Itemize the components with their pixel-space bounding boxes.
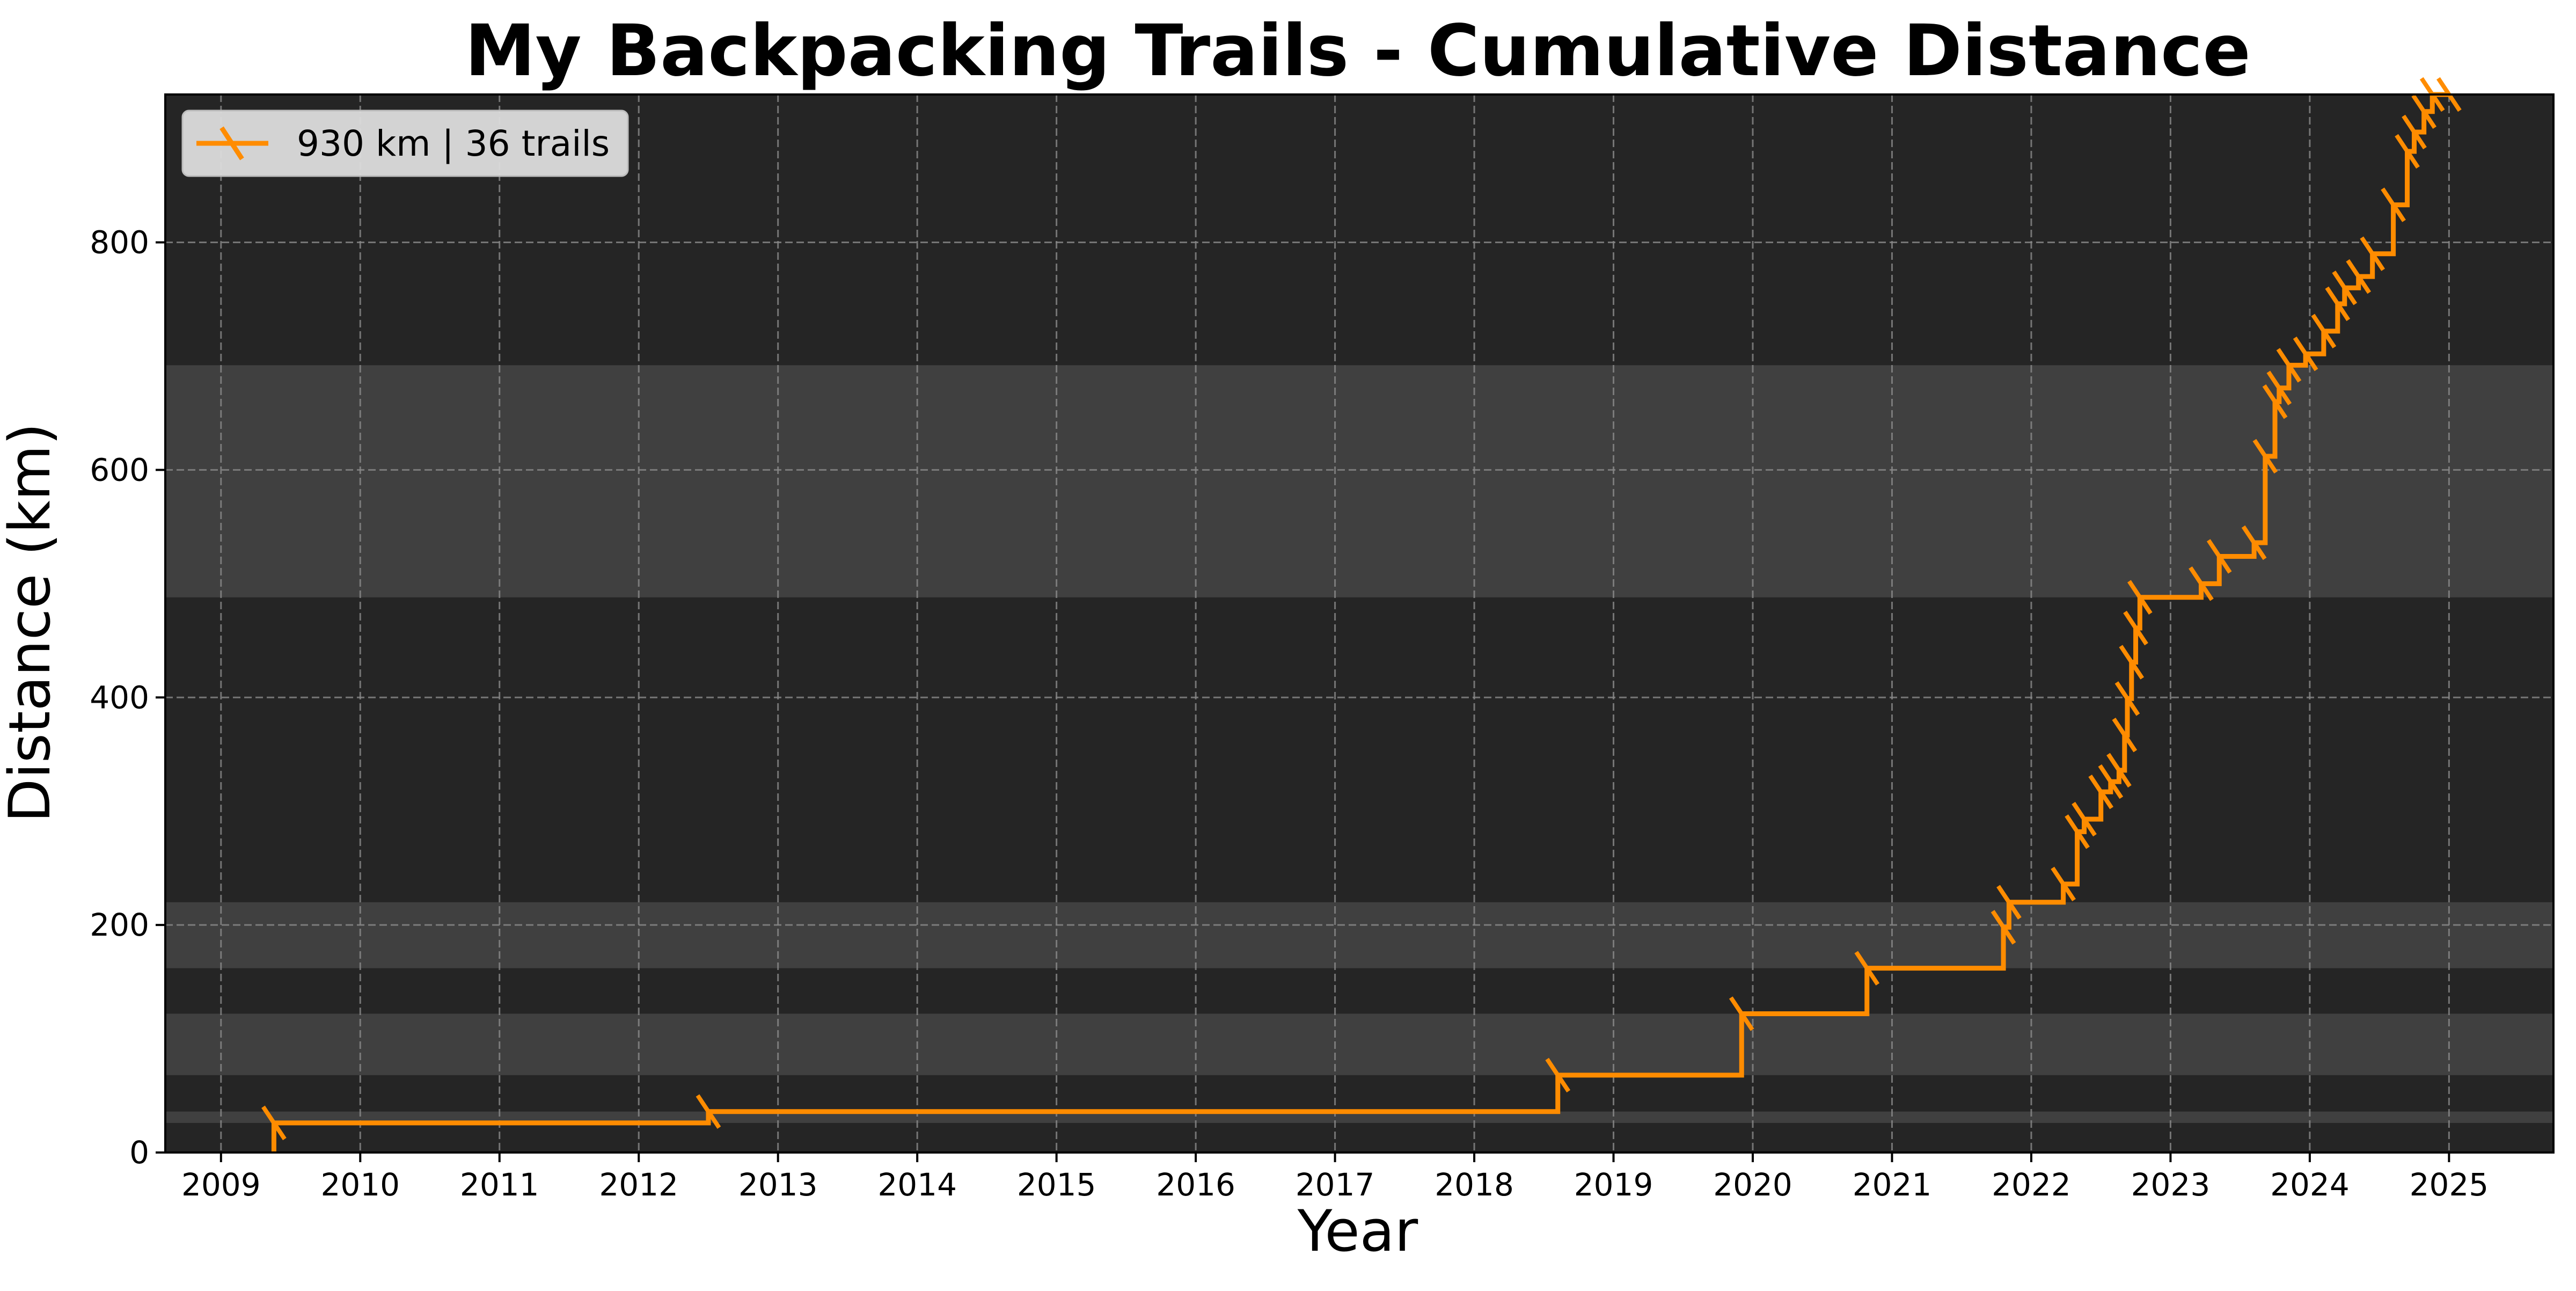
x-tick-label-2025: 2025 [2410, 1166, 2489, 1203]
x-tick-label-2017: 2017 [1296, 1166, 1375, 1203]
x-tick-label-2018: 2018 [1435, 1166, 1514, 1203]
y-tick-label-0: 0 [129, 1134, 149, 1171]
x-tick-label-2020: 2020 [1713, 1166, 1792, 1203]
data-point-34 [2411, 94, 2437, 129]
data-point-0 [261, 1105, 287, 1141]
data-point-30 [2360, 236, 2385, 271]
x-tick-label-2014: 2014 [877, 1166, 957, 1203]
data-point-18 [2189, 566, 2214, 601]
data-point-31 [2381, 187, 2406, 222]
x-tick-label-2009: 2009 [181, 1166, 261, 1203]
data-point-8 [2065, 814, 2090, 849]
plot-background [165, 94, 2553, 1153]
x-tick-label-2015: 2015 [1017, 1166, 1096, 1203]
y-tick-label-600: 600 [90, 451, 149, 488]
data-point-5 [1990, 910, 2016, 945]
x-tick-label-2010: 2010 [320, 1166, 400, 1203]
data-point-6 [1996, 885, 2022, 920]
data-point-17 [2127, 580, 2153, 615]
data-point-27 [2325, 286, 2351, 322]
x-tick-label-2019: 2019 [1574, 1166, 1653, 1203]
data-point-3 [1729, 996, 1754, 1031]
chart-title: My Backpacking Trails - Cumulative Dista… [465, 10, 2251, 92]
data-point-25 [2293, 336, 2318, 371]
plot-frame [164, 93, 2555, 1154]
data-point-16 [2123, 610, 2148, 646]
data-point-13 [2112, 717, 2138, 753]
data-point-7 [2051, 866, 2076, 902]
data-point-24 [2276, 348, 2302, 383]
legend-box [181, 110, 629, 177]
data-point-4 [1854, 951, 1880, 986]
data-point-9 [2072, 801, 2097, 837]
data-point-26 [2311, 313, 2337, 349]
data-point-10 [2088, 774, 2114, 809]
x-tick-label-2016: 2016 [1156, 1166, 1235, 1203]
x-tick-label-2022: 2022 [1992, 1166, 2071, 1203]
x-tick-label-2021: 2021 [1853, 1166, 1932, 1203]
data-point-22 [2262, 384, 2288, 419]
highlight-band-3 [165, 365, 2553, 597]
data-point-29 [2346, 259, 2372, 294]
y-tick-label-200: 200 [90, 907, 149, 943]
data-point-33 [2402, 114, 2427, 150]
data-point-14 [2114, 681, 2140, 716]
y-axis-label: Distance (km) [0, 423, 63, 823]
legend: 930 km | 36 trails [181, 110, 629, 177]
x-tick-label-2023: 2023 [2131, 1166, 2211, 1203]
data-point-19 [2206, 539, 2232, 574]
x-tick-label-2012: 2012 [599, 1166, 678, 1203]
legend-label: 930 km | 36 trails [297, 123, 610, 164]
data-point-2 [1545, 1057, 1571, 1093]
data-point-1 [696, 1094, 721, 1129]
x-axis-label: Year [1297, 1198, 1418, 1264]
highlight-band-0 [165, 1111, 2553, 1123]
data-point-23 [2266, 370, 2292, 406]
data-point-20 [2241, 525, 2267, 560]
data-point-15 [2119, 645, 2145, 680]
data-point-11 [2098, 764, 2124, 799]
data-point-21 [2252, 439, 2278, 474]
x-tick-label-2024: 2024 [2270, 1166, 2350, 1203]
legend-marker-sample [219, 126, 244, 161]
highlight-band-2 [165, 902, 2553, 968]
x-tick-label-2013: 2013 [738, 1166, 818, 1203]
series-line [271, 92, 2449, 1153]
highlight-band-1 [165, 1013, 2553, 1075]
data-point-12 [2106, 753, 2132, 788]
y-tick-label-800: 800 [90, 224, 149, 261]
data-point-28 [2332, 271, 2358, 305]
x-tick-label-2011: 2011 [460, 1166, 539, 1203]
data-point-32 [2395, 134, 2420, 169]
y-tick-label-400: 400 [90, 679, 149, 716]
